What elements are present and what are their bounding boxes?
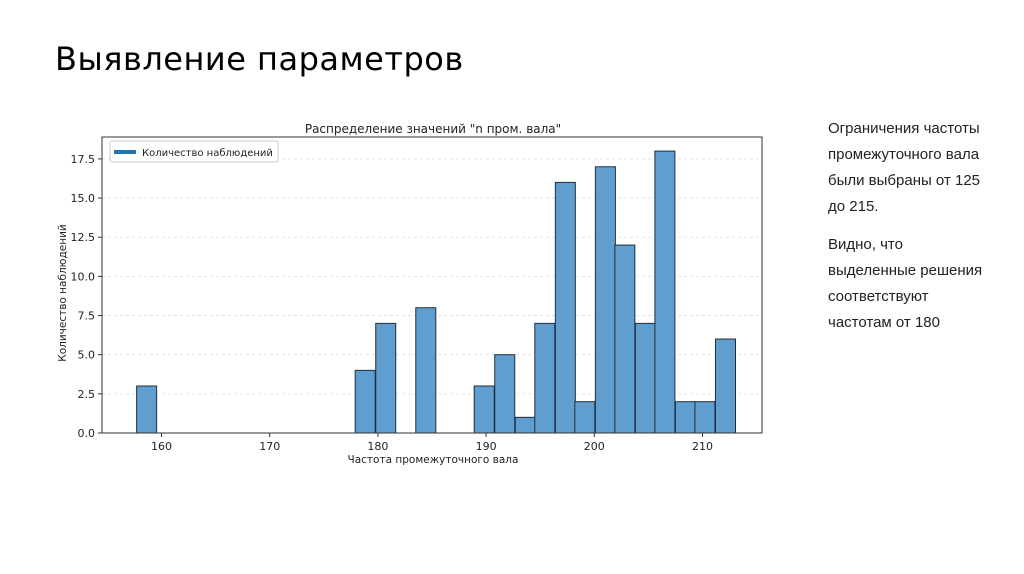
x-axis-ticks: 160 170 180 190 200 210 (151, 433, 713, 453)
chart-title: Распределение значений "n пром. вала" (305, 122, 561, 136)
y-tick-label: 5.0 (78, 349, 96, 362)
plot-frame (101, 136, 763, 434)
y-axis-label: Количество наблюдений (57, 224, 69, 361)
y-tick-label: 10.0 (71, 270, 96, 283)
histogram-bar (136, 385, 158, 434)
histogram-bar (554, 181, 576, 434)
histogram-bar (694, 401, 716, 434)
y-tick-label: 15.0 (71, 192, 96, 205)
legend: Количество наблюдений (109, 140, 279, 163)
histogram-bar (473, 385, 495, 434)
histogram-bars (136, 150, 736, 434)
histogram-bar (574, 401, 596, 434)
histogram-bar (514, 416, 536, 434)
x-axis-label: Частота промежуточного вала (348, 454, 519, 466)
histogram-bar (654, 150, 676, 434)
histogram-chart: Распределение значений "n пром. вала" 16… (40, 110, 780, 475)
histogram-bar (714, 338, 736, 434)
x-tick-label: 190 (476, 440, 497, 453)
legend-box (109, 140, 279, 163)
histogram-bar (534, 322, 556, 434)
x-tick-label: 200 (584, 440, 605, 453)
histogram-bar (614, 244, 636, 434)
histogram-bar (354, 369, 376, 434)
side-paragraph-1: Ограничения частоты промежуточного вала … (828, 120, 981, 215)
y-tick-label: 0.0 (78, 427, 96, 440)
side-paragraph-2: Видно, что выделенные решения соответств… (828, 236, 983, 331)
histogram-bar (674, 401, 696, 434)
x-tick-label: 210 (692, 440, 713, 453)
x-tick-label: 160 (151, 440, 172, 453)
histogram-bar (594, 166, 616, 434)
legend-entry: Количество наблюдений (142, 148, 273, 159)
y-tick-label: 7.5 (78, 310, 96, 323)
y-tick-label: 2.5 (78, 388, 96, 401)
y-tick-label: 17.5 (71, 153, 96, 166)
histogram-bar (375, 322, 397, 434)
histogram-svg: Распределение значений "n пром. вала" 16… (57, 122, 763, 466)
histogram-bar (494, 354, 516, 434)
x-tick-label: 180 (367, 440, 388, 453)
x-tick-label: 170 (259, 440, 280, 453)
slide-title: Выявление параметров (55, 40, 464, 78)
y-tick-label: 12.5 (71, 231, 96, 244)
side-text: Ограничения частоты промежуточного вала … (828, 116, 993, 348)
y-axis-ticks: 0.0 2.5 5.0 7.5 10.0 12.5 15.0 17.5 (71, 153, 102, 440)
histogram-bar (634, 322, 656, 434)
histogram-bar (415, 307, 437, 434)
